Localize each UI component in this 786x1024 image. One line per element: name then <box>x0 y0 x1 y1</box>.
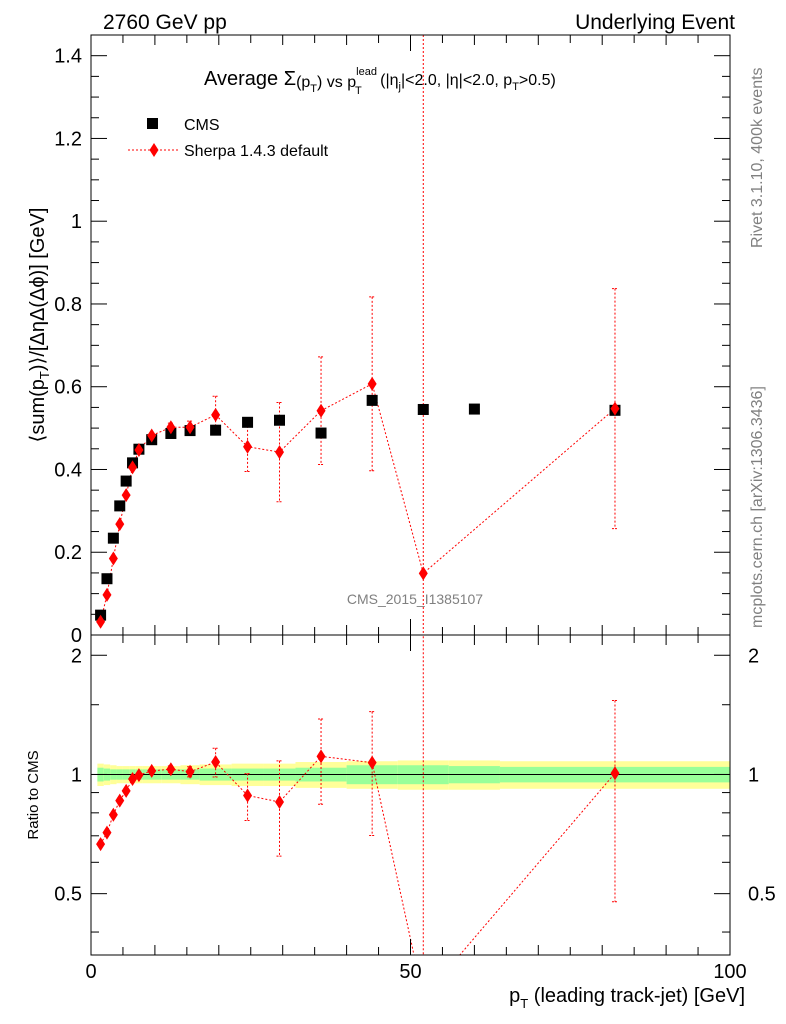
ratio-point <box>115 793 125 808</box>
x-tick-label: 50 <box>399 961 421 983</box>
ratio-point <box>243 788 253 803</box>
sherpa-point <box>316 403 326 418</box>
legend-sherpa-marker <box>149 143 159 157</box>
sherpa-point <box>108 551 118 566</box>
y-tick-label: 0.2 <box>54 542 82 564</box>
y-tick-label: 0 <box>71 625 82 647</box>
main-panel: 0 0.2 0.4 0.6 0.8 1 1.2 1.4 CMS_2015_I1385107 A… <box>27 34 731 647</box>
ratio-point <box>96 837 106 852</box>
cms-point <box>242 416 254 428</box>
sherpa-point <box>185 420 195 435</box>
ratio-line <box>100 755 616 955</box>
legend-sherpa-label: Sherpa 1.4.3 default <box>184 143 329 160</box>
main-y-label: ⟨sum(pT)⟩/[ΔηΔ(Δϕ)] [GeV] <box>27 208 52 443</box>
cms-point <box>417 403 429 415</box>
sherpa-point <box>96 614 106 629</box>
y-tick-label: 1 <box>71 211 82 233</box>
ratio-frame <box>90 634 731 956</box>
y-tick-label: 0.8 <box>54 294 82 316</box>
ratio-point <box>419 991 428 1005</box>
ratio-y-label: Ratio to CMS <box>25 750 42 839</box>
legend-cms-label: CMS <box>184 117 220 134</box>
x-axis-label: pT (leading track-jet) [GeV] <box>509 985 745 1011</box>
cms-point <box>315 427 327 439</box>
sherpa-line <box>100 383 616 622</box>
cms-point <box>468 403 480 415</box>
x-tick-label: 0 <box>85 961 96 983</box>
cms-point <box>366 394 378 406</box>
ratio-point <box>316 749 326 764</box>
y-tick-label: 0.4 <box>54 459 82 481</box>
watermark: CMS_2015_I1385107 <box>347 591 483 607</box>
sherpa-point <box>102 587 112 602</box>
cms-point <box>114 500 126 512</box>
ratio-point <box>121 783 131 798</box>
ratio-y-tick-label-right: 2 <box>748 645 759 667</box>
ratio-point <box>610 766 620 781</box>
main-title: Average Σ(pT) vs plead T (|ηj|<2.0, |η|<2… <box>204 66 556 97</box>
ratio-point <box>134 768 144 783</box>
sherpa-point <box>166 420 176 435</box>
sherpa-point <box>610 401 620 416</box>
header-right: Underlying Event <box>575 11 735 34</box>
ratio-point <box>102 825 112 840</box>
ratio-point <box>367 755 377 770</box>
y-tick-label: 1.4 <box>54 46 82 68</box>
x-tick-label: 100 <box>713 961 746 983</box>
legend: CMS Sherpa 1.4.3 default <box>128 117 329 160</box>
sherpa-point <box>134 443 144 458</box>
sherpa-point <box>243 439 253 454</box>
ratio-y-tick-label: 0.5 <box>54 884 82 906</box>
y-tick-label: 0.6 <box>54 377 82 399</box>
rivet-label: Rivet 3.1.10, 400k events <box>749 67 766 248</box>
header-left: 2760 GeV pp <box>103 11 227 34</box>
sherpa-point <box>211 407 221 422</box>
ratio-point <box>185 764 195 779</box>
ratio-point <box>211 755 221 770</box>
ratio-y-tick-label: 2 <box>71 645 82 667</box>
cms-point <box>101 573 113 585</box>
mcplots-label: mcplots.cern.ch [arXiv:1306.3436] <box>749 386 766 628</box>
sherpa-point <box>275 445 285 460</box>
cms-point <box>107 532 119 544</box>
ratio-y-tick-label-right: 0.5 <box>748 884 776 906</box>
ratio-point <box>275 795 285 810</box>
sherpa-point <box>418 566 428 581</box>
cms-point <box>274 414 286 426</box>
cms-point <box>120 475 132 487</box>
sherpa-point <box>367 376 377 391</box>
legend-cms-marker <box>147 118 158 129</box>
ratio-point <box>166 762 176 777</box>
cms-point <box>210 424 222 436</box>
sherpa-point <box>115 517 125 532</box>
y-tick-label: 1.2 <box>54 128 82 150</box>
sherpa-point <box>128 460 138 475</box>
ratio-y-tick-label: 1 <box>71 764 82 786</box>
sherpa-point <box>147 428 157 443</box>
ratio-panel: 0.5 0.5 1 1 2 2 0 50 100 Ratio to CMS pT (leadin… <box>25 634 776 1011</box>
ratio-point <box>108 807 118 822</box>
ratio-point <box>147 763 157 778</box>
ratio-y-tick-label-right: 1 <box>748 764 759 786</box>
sherpa-point <box>121 488 131 503</box>
